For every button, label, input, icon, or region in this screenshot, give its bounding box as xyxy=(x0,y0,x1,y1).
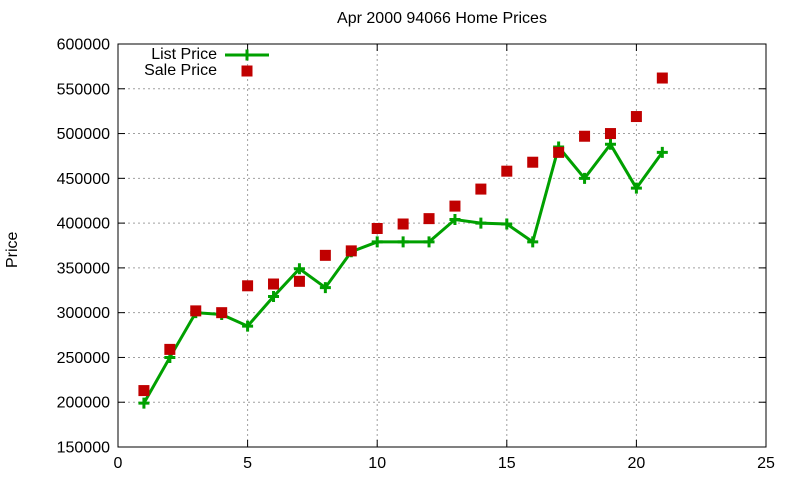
svg-text:0: 0 xyxy=(114,455,123,472)
legend-label-sale-price: Sale Price xyxy=(144,62,217,79)
axis-ticks xyxy=(117,43,767,448)
y-tick-labels: 150000 200000 250000 300000 350000 400000 4500… xyxy=(57,37,110,457)
line-plus-marker-icon xyxy=(225,49,269,61)
svg-text:450000: 450000 xyxy=(57,171,110,188)
svg-text:350000: 350000 xyxy=(57,260,110,277)
gridlines xyxy=(118,44,766,447)
legend-item-list-price: List Price xyxy=(118,47,273,63)
svg-text:25: 25 xyxy=(757,455,775,472)
svg-text:10: 10 xyxy=(368,455,386,472)
svg-text:5: 5 xyxy=(243,455,252,472)
svg-text:500000: 500000 xyxy=(57,126,110,143)
x-tick-labels: 0 5 10 15 20 25 xyxy=(114,455,775,472)
svg-text:300000: 300000 xyxy=(57,305,110,322)
series-sale-price xyxy=(138,72,668,397)
svg-text:15: 15 xyxy=(498,455,516,472)
series-list-price xyxy=(138,138,668,409)
svg-text:150000: 150000 xyxy=(57,440,110,457)
legend-item-sale-price: Sale Price xyxy=(118,63,273,79)
square-marker-icon xyxy=(241,65,253,77)
plot-border xyxy=(117,43,767,448)
svg-text:600000: 600000 xyxy=(57,37,110,54)
svg-text:550000: 550000 xyxy=(57,81,110,98)
svg-text:200000: 200000 xyxy=(57,395,110,412)
svg-text:400000: 400000 xyxy=(57,216,110,233)
legend: List Price Sale Price xyxy=(118,47,273,79)
legend-label-list-price: List Price xyxy=(151,46,217,63)
chart-title: Apr 2000 94066 Home Prices xyxy=(337,10,547,27)
svg-text:250000: 250000 xyxy=(57,350,110,367)
svg-text:20: 20 xyxy=(628,455,646,472)
y-axis-label: Price xyxy=(4,231,21,268)
